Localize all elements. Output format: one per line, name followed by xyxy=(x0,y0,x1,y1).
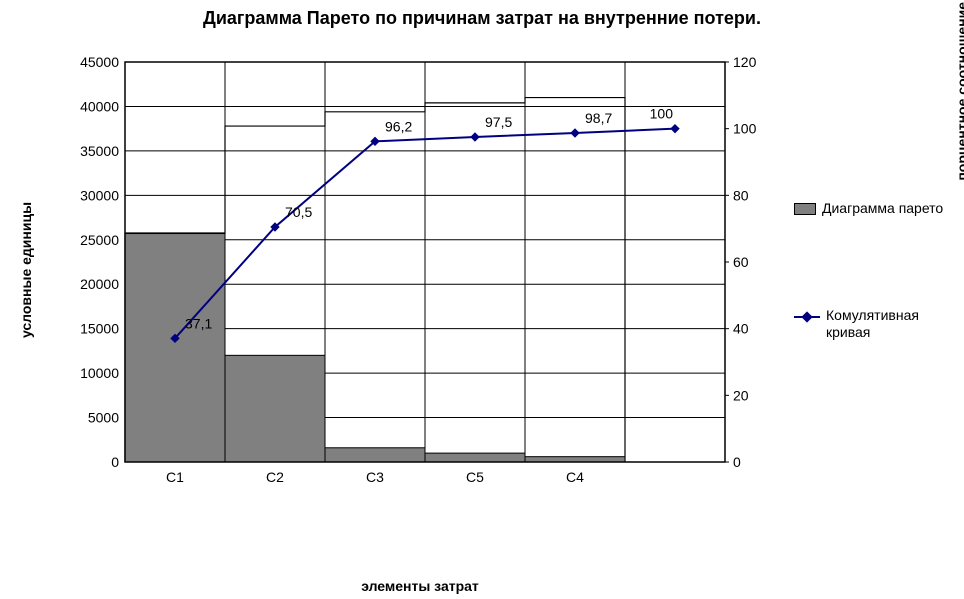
x-axis-label: элементы затрат xyxy=(70,578,770,594)
chart-svg: 0 5000 10000 15000 20000 25000 30000 35000 40000… xyxy=(70,52,770,492)
svg-text:10000: 10000 xyxy=(80,365,119,381)
svg-text:80: 80 xyxy=(733,187,749,203)
legend-item-line: Комулятивная кривая xyxy=(794,307,944,341)
svg-text:20: 20 xyxy=(733,387,749,403)
svg-text:120: 120 xyxy=(733,54,757,70)
legend-line-swatch xyxy=(794,310,820,324)
legend-bar-swatch xyxy=(794,203,816,215)
svg-text:С1: С1 xyxy=(166,469,184,485)
svg-text:0: 0 xyxy=(733,454,741,470)
plot-area: 0 5000 10000 15000 20000 25000 30000 35000 40000… xyxy=(70,52,770,492)
svg-text:20000: 20000 xyxy=(80,276,119,292)
y2-axis-label-text: порцентное соотношение xyxy=(954,2,964,181)
svg-text:97,5: 97,5 xyxy=(485,114,512,130)
chart-title: Диаграмма Парето по причинам затрат на в… xyxy=(0,8,964,29)
svg-text:С4: С4 xyxy=(566,469,584,485)
svg-text:98,7: 98,7 xyxy=(585,110,612,126)
svg-text:40000: 40000 xyxy=(80,98,119,114)
svg-text:30000: 30000 xyxy=(80,187,119,203)
svg-text:С3: С3 xyxy=(366,469,384,485)
svg-text:70,5: 70,5 xyxy=(285,204,312,220)
svg-text:25000: 25000 xyxy=(80,232,119,248)
svg-text:45000: 45000 xyxy=(80,54,119,70)
svg-text:35000: 35000 xyxy=(80,143,119,159)
svg-text:100: 100 xyxy=(733,121,757,137)
svg-text:40: 40 xyxy=(733,321,749,337)
svg-text:37,1: 37,1 xyxy=(185,315,212,331)
legend: Диаграмма парето Комулятивная кривая xyxy=(794,200,944,430)
legend-line-label: Комулятивная кривая xyxy=(826,307,944,341)
svg-text:С5: С5 xyxy=(466,469,484,485)
svg-text:60: 60 xyxy=(733,254,749,270)
legend-line-marker xyxy=(801,311,812,322)
svg-text:96,2: 96,2 xyxy=(385,118,412,134)
legend-bar-label: Диаграмма парето xyxy=(822,200,943,217)
svg-text:100: 100 xyxy=(650,106,674,122)
y1-axis-label-text: условные единицы xyxy=(18,202,34,338)
svg-text:15000: 15000 xyxy=(80,321,119,337)
svg-text:5000: 5000 xyxy=(88,410,119,426)
svg-text:0: 0 xyxy=(111,454,119,470)
legend-item-bars: Диаграмма парето xyxy=(794,200,944,217)
svg-text:С2: С2 xyxy=(266,469,284,485)
